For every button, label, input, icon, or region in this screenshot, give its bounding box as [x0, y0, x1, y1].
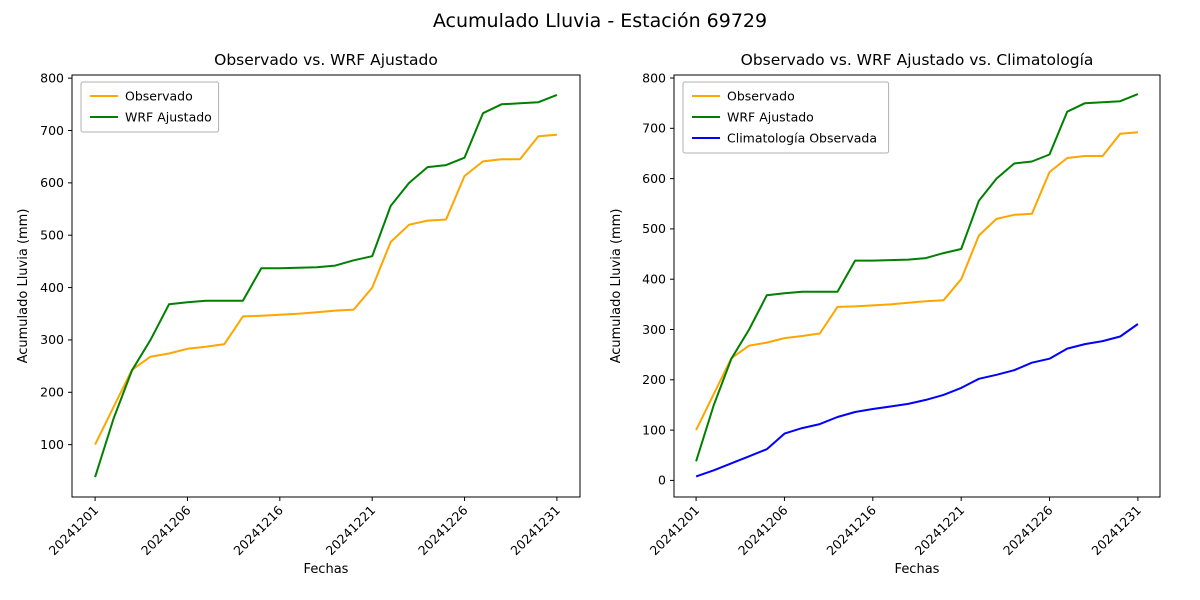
left-chart-observado-vs-wrf: 100 200 300 400 500 600 700 800 20241201 20241206… — [16, 51, 581, 577]
figure-suptitle: Acumulado Lluvia - Estación 69729 — [432, 10, 768, 32]
y-tick-label: 600 — [40, 175, 64, 190]
y-tick-label: 200 — [642, 372, 666, 387]
y-tick-label: 300 — [40, 332, 64, 347]
plot-background — [72, 75, 580, 497]
x-axis-label: Fechas — [304, 562, 349, 577]
y-tick-label: 600 — [642, 171, 666, 186]
x-tick-label: 20241231 — [507, 503, 563, 559]
y-tick-label: 800 — [40, 70, 64, 85]
series-line-climatolog-a-observada — [695, 323, 1139, 478]
chart-title: Observado vs. WRF Ajustado vs. Climatolo… — [741, 51, 1094, 69]
y-tick-label: 300 — [642, 322, 666, 337]
y-tick-label: 100 — [40, 437, 64, 452]
legend-box — [80, 81, 220, 133]
x-tick-label: 20241231 — [1088, 503, 1144, 559]
y-tick-label: 400 — [40, 280, 64, 295]
y-tick-label: 400 — [642, 272, 666, 287]
y-tick-label: 100 — [642, 422, 666, 437]
x-tick-label: 20241201 — [647, 503, 703, 559]
x-tick-label: 20241226 — [1000, 502, 1056, 558]
legend: Observado WRF Ajustado Climatología Observ… — [682, 81, 890, 154]
legend-box — [682, 81, 890, 154]
y-axis-label: Acumulado Lluvia (mm) — [16, 209, 31, 364]
legend-label-climatolog-a-observada: Climatología Observada — [727, 131, 877, 146]
plot-border — [673, 74, 1161, 498]
x-tick-label: 20241221 — [912, 503, 968, 559]
y-axis-label: Acumulado Lluvia (mm) — [609, 209, 624, 364]
series-line-wrf-ajustado — [695, 93, 1139, 462]
y-tick-label: 200 — [40, 385, 64, 400]
y-tick-label: 500 — [40, 228, 64, 243]
y-tick-label: 800 — [642, 70, 666, 85]
y-tick-label: 700 — [40, 123, 64, 138]
legend-label-wrf-ajustado: WRF Ajustado — [125, 110, 212, 125]
series-line-observado — [94, 133, 557, 446]
chart-title: Observado vs. WRF Ajustado — [214, 51, 438, 69]
x-tick-label: 20241216 — [823, 502, 879, 558]
legend: Observado WRF Ajustado — [80, 81, 220, 133]
y-tick-label: 0 — [658, 473, 666, 488]
right-chart-observado-wrf-climatologia: 0 100 200 300 400 500 600 700 800 20241201 2024120… — [609, 51, 1161, 577]
x-tick-label: 20241221 — [323, 503, 379, 559]
x-tick-label: 20241206 — [138, 502, 194, 558]
legend-label-wrf-ajustado: WRF Ajustado — [727, 110, 814, 125]
legend-label-observado: Observado — [727, 89, 795, 104]
series-line-observado — [695, 131, 1138, 431]
y-tick-label: 500 — [642, 221, 666, 236]
y-tick-label: 700 — [642, 121, 666, 136]
x-axis-label: Fechas — [895, 562, 940, 577]
x-tick-label: 20241206 — [735, 502, 791, 558]
series-line-wrf-ajustado — [94, 93, 558, 478]
x-tick-label: 20241216 — [230, 502, 286, 558]
legend-label-observado: Observado — [125, 89, 193, 104]
plot-border — [71, 74, 581, 498]
x-tick-label: 20241226 — [415, 502, 471, 558]
x-tick-label: 20241201 — [46, 503, 102, 559]
